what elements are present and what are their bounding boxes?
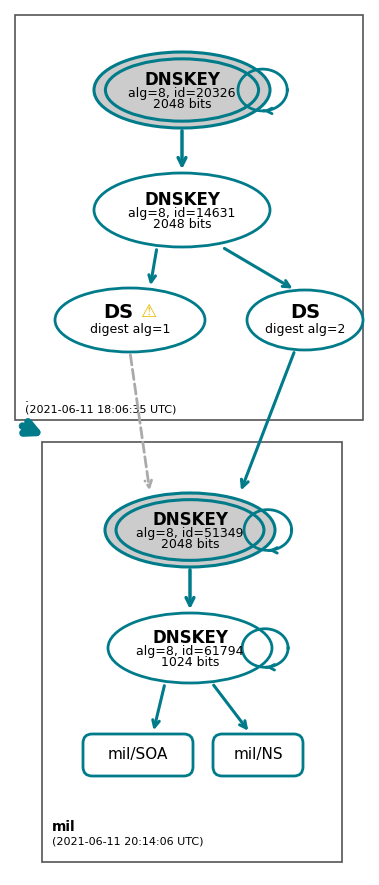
FancyBboxPatch shape bbox=[83, 734, 193, 776]
Ellipse shape bbox=[94, 173, 270, 247]
FancyBboxPatch shape bbox=[42, 442, 342, 862]
Text: DS: DS bbox=[290, 303, 320, 321]
Ellipse shape bbox=[108, 613, 272, 683]
Text: 2048 bits: 2048 bits bbox=[161, 537, 219, 550]
Text: alg=8, id=14631: alg=8, id=14631 bbox=[128, 206, 236, 219]
Text: (2021-06-11 18:06:35 UTC): (2021-06-11 18:06:35 UTC) bbox=[25, 405, 176, 415]
Text: 1024 bits: 1024 bits bbox=[161, 656, 219, 668]
Text: DNSKEY: DNSKEY bbox=[152, 629, 228, 647]
Text: DNSKEY: DNSKEY bbox=[152, 511, 228, 529]
Text: alg=8, id=61794: alg=8, id=61794 bbox=[136, 644, 244, 658]
Text: DNSKEY: DNSKEY bbox=[144, 191, 220, 209]
Text: DS: DS bbox=[103, 303, 133, 321]
Text: mil/NS: mil/NS bbox=[233, 748, 283, 763]
Text: ⚠: ⚠ bbox=[140, 303, 156, 321]
FancyBboxPatch shape bbox=[213, 734, 303, 776]
Text: alg=8, id=20326: alg=8, id=20326 bbox=[128, 87, 236, 99]
Text: (2021-06-11 20:14:06 UTC): (2021-06-11 20:14:06 UTC) bbox=[52, 837, 204, 847]
Text: digest alg=2: digest alg=2 bbox=[265, 324, 345, 336]
Ellipse shape bbox=[55, 288, 205, 352]
FancyBboxPatch shape bbox=[15, 15, 363, 420]
Ellipse shape bbox=[247, 290, 363, 350]
Text: 2048 bits: 2048 bits bbox=[153, 218, 211, 230]
Ellipse shape bbox=[105, 493, 275, 567]
Ellipse shape bbox=[94, 52, 270, 128]
Text: 2048 bits: 2048 bits bbox=[153, 97, 211, 111]
Text: digest alg=1: digest alg=1 bbox=[90, 324, 170, 336]
Text: mil/SOA: mil/SOA bbox=[108, 748, 168, 763]
Text: alg=8, id=51349: alg=8, id=51349 bbox=[136, 527, 244, 540]
Text: DNSKEY: DNSKEY bbox=[144, 71, 220, 89]
Text: mil: mil bbox=[52, 820, 76, 834]
Text: .: . bbox=[25, 391, 29, 404]
